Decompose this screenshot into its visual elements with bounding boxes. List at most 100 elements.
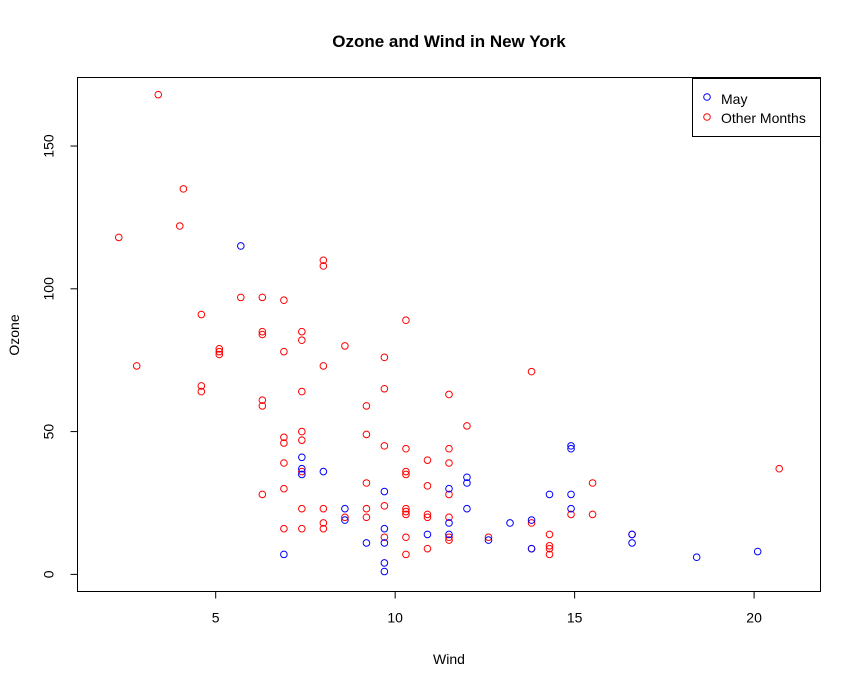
data-point-other-months bbox=[423, 544, 432, 553]
data-point-other-months bbox=[319, 256, 328, 265]
data-point-other-months bbox=[423, 456, 432, 464]
data-point-other-months bbox=[402, 444, 410, 453]
data-point-other-months bbox=[362, 479, 371, 487]
data-point-may bbox=[567, 504, 575, 513]
data-point-other-months bbox=[298, 427, 306, 436]
data-point-other-months bbox=[380, 533, 389, 542]
data-point-other-months bbox=[197, 387, 206, 396]
data-point-may bbox=[753, 547, 762, 556]
data-point-other-months bbox=[175, 222, 184, 230]
legend-label-other-months: Other Months bbox=[721, 110, 806, 126]
data-point-other-months bbox=[298, 467, 306, 476]
data-point-may bbox=[527, 516, 536, 524]
x-axis-label: Wind bbox=[433, 651, 465, 667]
data-point-may bbox=[298, 464, 306, 473]
data-point-other-months bbox=[215, 350, 224, 359]
data-point-may bbox=[506, 519, 514, 527]
legend: May Other Months bbox=[692, 78, 821, 137]
data-point-may bbox=[567, 490, 575, 499]
data-point-may bbox=[423, 530, 432, 539]
data-point-may bbox=[527, 544, 536, 553]
data-point-other-months bbox=[280, 439, 288, 447]
data-point-other-months bbox=[423, 513, 432, 522]
legend-marker-other-months bbox=[703, 113, 711, 121]
data-point-other-months bbox=[197, 382, 206, 390]
data-point-other-months bbox=[380, 502, 389, 510]
data-point-other-months bbox=[423, 482, 432, 490]
data-point-other-months bbox=[545, 530, 554, 539]
data-point-may bbox=[628, 530, 636, 539]
data-point-may bbox=[298, 470, 306, 479]
data-point-other-months bbox=[237, 293, 245, 302]
data-point-may bbox=[567, 442, 575, 450]
data-point-other-months bbox=[154, 90, 163, 99]
data-point-other-months bbox=[362, 504, 371, 513]
data-point-other-months bbox=[341, 513, 349, 522]
data-point-other-months bbox=[319, 504, 328, 513]
data-point-may bbox=[319, 467, 328, 476]
data-point-may bbox=[484, 536, 493, 544]
data-point-other-months bbox=[445, 390, 453, 399]
x-tick-label: 10 bbox=[387, 610, 403, 626]
data-point-other-months bbox=[527, 367, 536, 376]
data-point-other-months bbox=[380, 353, 389, 362]
data-point-other-months bbox=[298, 436, 306, 444]
data-point-other-months bbox=[545, 542, 554, 550]
data-point-other-months bbox=[280, 296, 288, 305]
data-point-other-months bbox=[362, 513, 371, 522]
data-point-other-months bbox=[258, 490, 267, 499]
data-point-other-months bbox=[362, 430, 371, 439]
data-point-other-months bbox=[258, 293, 267, 302]
data-point-other-months bbox=[775, 464, 784, 473]
data-points bbox=[114, 90, 784, 576]
data-point-may bbox=[362, 539, 371, 547]
legend-marker-may bbox=[703, 93, 711, 101]
data-point-other-months bbox=[463, 422, 471, 430]
data-point-other-months bbox=[445, 490, 453, 499]
chart-title: Ozone and Wind in New York bbox=[332, 32, 566, 51]
data-point-other-months bbox=[319, 524, 328, 533]
data-point-other-months bbox=[280, 524, 288, 533]
data-point-other-months bbox=[588, 510, 597, 519]
data-point-other-months bbox=[258, 330, 267, 339]
data-point-other-months bbox=[527, 519, 536, 527]
data-point-other-months bbox=[298, 387, 306, 396]
data-point-may bbox=[341, 516, 349, 524]
y-tick-label: 0 bbox=[41, 570, 57, 578]
data-point-may bbox=[545, 490, 554, 499]
x-tick-label: 15 bbox=[567, 610, 583, 626]
data-point-other-months bbox=[402, 470, 410, 479]
data-point-other-months bbox=[380, 442, 389, 450]
data-point-other-months bbox=[280, 484, 288, 493]
data-point-other-months bbox=[280, 433, 288, 442]
data-point-other-months bbox=[319, 362, 328, 370]
data-point-other-months bbox=[215, 344, 224, 353]
legend-label-may: May bbox=[721, 91, 747, 107]
data-point-other-months bbox=[298, 504, 306, 513]
data-point-other-months bbox=[402, 533, 410, 542]
data-point-other-months bbox=[280, 347, 288, 356]
data-point-other-months bbox=[545, 544, 554, 553]
data-point-other-months bbox=[258, 402, 267, 410]
data-point-other-months bbox=[484, 533, 493, 542]
data-point-other-months bbox=[445, 459, 453, 467]
data-point-may bbox=[445, 484, 453, 493]
data-point-other-months bbox=[197, 310, 206, 319]
data-point-other-months bbox=[114, 233, 123, 242]
data-point-may bbox=[463, 504, 471, 513]
data-point-other-months bbox=[445, 444, 453, 453]
data-point-other-months bbox=[545, 550, 554, 559]
y-axis-label: Ozone bbox=[6, 314, 22, 355]
data-point-may bbox=[380, 487, 389, 496]
data-point-other-months bbox=[445, 536, 453, 544]
data-point-may bbox=[628, 539, 636, 547]
x-tick-label: 20 bbox=[746, 610, 762, 626]
data-point-other-months bbox=[423, 510, 432, 519]
data-point-may bbox=[692, 553, 701, 562]
x-axis: 5 10 15 20 bbox=[212, 591, 762, 626]
data-point-other-months bbox=[298, 327, 306, 336]
data-point-may bbox=[445, 530, 453, 539]
y-axis: 0 50 100 150 bbox=[41, 134, 78, 578]
data-point-other-months bbox=[445, 533, 453, 542]
